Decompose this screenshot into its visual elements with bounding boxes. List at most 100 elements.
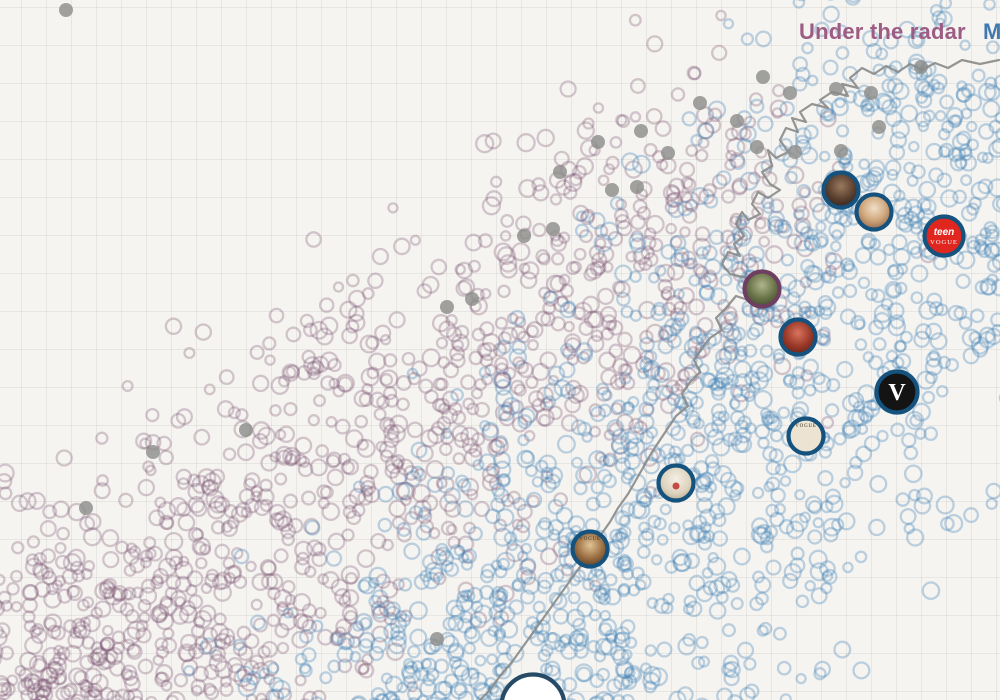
scatter-point: [221, 521, 233, 534]
scatter-point: [520, 542, 533, 555]
cover-photo-1[interactable]: [821, 170, 861, 210]
scatter-point: [299, 313, 315, 329]
scatter-point: [52, 651, 67, 667]
legend-under-the-radar: Under the radar: [799, 19, 966, 44]
scatter-point: [494, 627, 507, 640]
scatter-point: [901, 432, 917, 448]
scatter-point: [251, 374, 270, 393]
scatter-point: [751, 517, 769, 535]
scatter-point: [125, 542, 138, 554]
scatter-point: [737, 415, 752, 430]
scatter-point: [681, 390, 699, 407]
scatter-point: [887, 263, 905, 281]
scatter-point: [788, 145, 802, 159]
scatter-point: [502, 366, 517, 380]
cover-photo-2[interactable]: [854, 192, 894, 232]
scatter-point: [261, 640, 279, 658]
scatter-point: [463, 448, 483, 467]
scatter-point: [51, 579, 63, 591]
cover-photo-3[interactable]: [778, 317, 818, 357]
scatter-point: [296, 365, 313, 381]
scatter-point: [588, 608, 602, 622]
scatter-point: [158, 557, 178, 577]
scatter-point: [158, 597, 178, 617]
scatter-point: [685, 144, 699, 157]
scatter-point: [672, 553, 691, 573]
scatter-point: [471, 327, 486, 342]
scatter-point: [40, 548, 56, 564]
scatter-point: [216, 400, 235, 418]
scatter-point: [243, 633, 260, 650]
scatter-point: [493, 527, 513, 547]
cover-figure[interactable]: [656, 463, 696, 503]
scatter-point: [607, 230, 624, 247]
scatter-point: [670, 425, 686, 442]
scatter-point: [77, 598, 90, 612]
scatter-point: [783, 454, 802, 474]
scatter-point: [904, 198, 923, 217]
scatter-point: [660, 288, 673, 301]
scatter-point: [828, 260, 846, 279]
scatter-point: [463, 642, 476, 655]
scatter-point: [655, 384, 672, 401]
cover-under-radar[interactable]: [742, 269, 782, 309]
scatter-point: [23, 672, 41, 690]
scatter-point: [0, 472, 13, 490]
scatter-point: [10, 600, 23, 613]
scatter-point: [404, 511, 419, 526]
cover-cream[interactable]: VOGUE: [786, 416, 826, 456]
scatter-point: [705, 461, 721, 477]
scatter-point: [304, 519, 321, 536]
scatter-point: [616, 555, 634, 574]
scatter-point: [642, 665, 662, 685]
scatter-point: [634, 579, 647, 591]
scatter-point: [891, 234, 908, 251]
scatter-point: [419, 679, 438, 698]
scatter-point: [187, 482, 206, 501]
scatter-point: [138, 586, 158, 606]
scatter-point: [135, 432, 153, 450]
scatter-point: [765, 559, 782, 576]
scatter-point: [542, 395, 557, 409]
scatter-point: [868, 319, 884, 336]
scatter-point: [235, 502, 251, 518]
scatter-point: [524, 464, 538, 478]
scatter-point: [834, 96, 846, 109]
scatter-point: [727, 431, 743, 447]
scatter-point: [778, 519, 795, 535]
scatter-point: [707, 107, 723, 122]
scatter-point: [862, 351, 875, 363]
scatter-point: [175, 408, 193, 426]
scatter-point: [453, 683, 467, 697]
scatter-point: [689, 325, 703, 339]
scatter-point: [617, 582, 631, 596]
scatter-point: [792, 76, 808, 92]
scatter-point: [763, 413, 781, 431]
cover-ring: [778, 317, 818, 357]
scatter-point: [509, 399, 525, 415]
scatter-point: [145, 407, 160, 423]
scatter-point: [154, 671, 170, 688]
scatter-point: [921, 84, 935, 98]
cover-portrait[interactable]: VOGUE: [570, 529, 610, 569]
scatter-point: [316, 628, 334, 646]
frontier-line: [478, 58, 1000, 700]
scatter-point: [868, 237, 881, 251]
scatter-point: [0, 678, 12, 697]
scatter-point: [392, 578, 405, 591]
scatter-point: [805, 265, 824, 284]
scatter-point: [140, 578, 156, 594]
cover-ring: [922, 214, 966, 258]
scatter-point: [371, 625, 389, 643]
scatter-point: [753, 216, 772, 235]
scatter-point: [152, 603, 170, 621]
scatter-point: [354, 414, 369, 429]
scatter-point: [694, 265, 709, 280]
cover-bottom[interactable]: [499, 672, 567, 700]
scatter-point: [393, 237, 411, 256]
scatter-point: [924, 371, 938, 385]
cover-v-logo[interactable]: V: [874, 369, 920, 415]
scatter-point: [348, 305, 365, 323]
scatter-point: [190, 623, 206, 639]
